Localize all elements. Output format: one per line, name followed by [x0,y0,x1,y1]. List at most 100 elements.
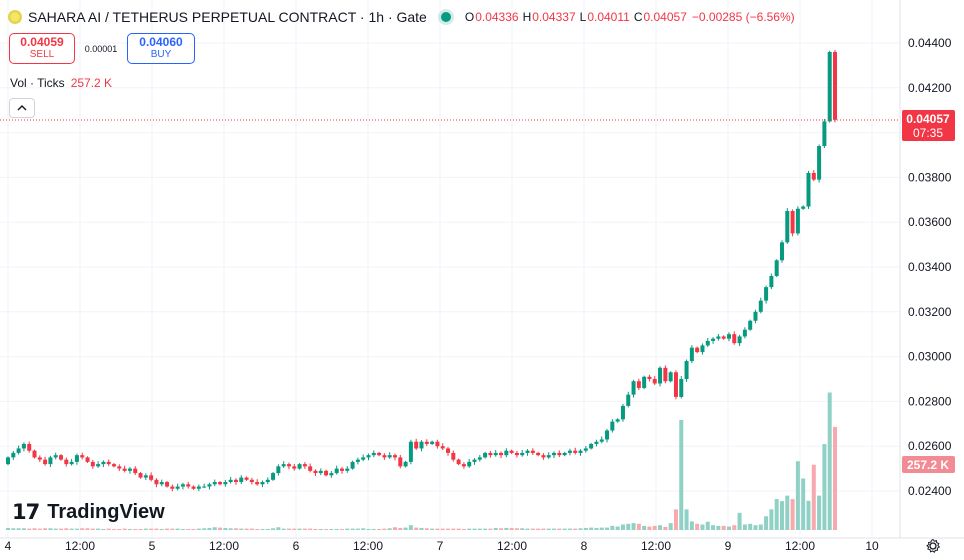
candle-body [361,457,366,460]
volume-bar [414,527,419,530]
volume-bar [233,528,238,530]
candle-body [790,211,795,234]
volume-bar [514,528,519,530]
volume-bar [260,528,265,530]
candle-body [218,482,223,485]
candle-body [11,452,16,458]
price-tick-label: 0.03000 [908,350,952,364]
volume-bar [186,528,191,530]
candle-body [419,441,424,449]
volume-bar [605,527,610,530]
volume-bar [419,527,424,530]
candle-body [753,311,758,321]
volume-bar [748,523,753,530]
volume-bar [599,527,604,530]
volume-bar [636,523,641,530]
candle-body [525,450,530,453]
time-tick-label: 6 [293,539,300,553]
sahara-logo-icon [8,10,22,24]
candle-body [37,457,42,460]
volume-bar [615,526,620,530]
volume-bar [530,528,535,530]
trade-panel: 0.04059 SELL 0.00001 0.04060 BUY [9,33,195,64]
candle-body [801,206,806,209]
candle-body [737,336,742,344]
candle-body [223,482,228,485]
volume-bar [138,528,143,530]
price-tick-label: 0.02400 [908,484,952,498]
candle-body [366,455,371,458]
volume-bar [679,420,684,530]
candle-body [149,475,154,480]
volume-bar [573,528,578,530]
price-tick-label: 0.04400 [908,36,952,50]
volume-bar [446,528,451,530]
candle-body [806,172,811,207]
volume-bar [663,526,668,530]
volume-bar [403,527,408,530]
volume-bar [292,528,297,530]
symbol-title[interactable]: SAHARA AI / TETHERUS PERPETUAL CONTRACT … [28,9,427,25]
volume-bar [673,509,678,530]
candle-body [647,376,652,379]
sell-price: 0.04059 [20,35,64,49]
candle-body [764,287,769,301]
candle-body [610,421,615,431]
volume-bar [769,509,774,530]
candle-body [191,486,196,489]
candle-body [599,439,604,442]
volume-bar [726,526,731,530]
sell-button[interactable]: 0.04059 SELL [9,33,75,64]
candle-body [286,464,291,467]
volume-bar [286,528,291,530]
volume-bar [59,528,64,530]
candle-body [265,479,270,483]
volume-bar [509,527,514,530]
candle-body [673,372,678,397]
tradingview-logo[interactable]: 17 TradingView [12,500,165,524]
volume-bar [16,528,21,530]
candle-body [700,345,705,353]
volume-bar [228,528,233,530]
candle-body [520,452,525,456]
buy-button[interactable]: 0.04060 BUY [127,33,195,64]
volume-bar [43,528,48,530]
volume-bar [64,528,69,530]
bar-countdown: 07:35 [913,126,943,140]
collapse-legend-button[interactable] [9,98,35,118]
price-tick-label: 0.04200 [908,81,952,95]
candle-body [817,146,822,180]
ohlc-open-label: O [464,10,475,24]
volume-bar [127,528,132,530]
time-axis: 4 12:00 5 12:00 6 12:00 7 12:00 8 12:00 9 12:00 10 [5,539,879,553]
candle-body [456,459,461,465]
volume-bar [424,528,429,530]
candle-body [85,457,90,462]
volume-bar [318,528,323,530]
volume-legend[interactable]: Vol · Ticks 257.2 K [10,76,112,90]
volume-bar [202,528,207,530]
candle-body [133,468,138,474]
volume-bar [345,528,350,530]
volume-bar [377,528,382,530]
volume-bar [69,528,74,530]
time-tick-label: 12:00 [497,539,527,553]
candle-body [631,381,636,395]
candle-body [493,452,498,456]
gear-icon[interactable] [925,538,941,554]
last-volume-value: 257.2 K [907,458,949,472]
volume-bar [631,523,636,530]
volume-bar [90,528,95,530]
market-status-icon[interactable] [440,12,451,22]
volume-bar [589,527,594,530]
candle-body [398,457,403,467]
candle-body [414,441,419,449]
candle-body [382,455,387,458]
candle-body [578,450,583,453]
volume-bar [212,527,217,530]
candle-body [488,452,493,456]
price-axis: 0.044000.042000.040000.038000.036000.034… [908,36,952,498]
volume-bar [737,512,742,530]
candle-body [642,376,647,388]
